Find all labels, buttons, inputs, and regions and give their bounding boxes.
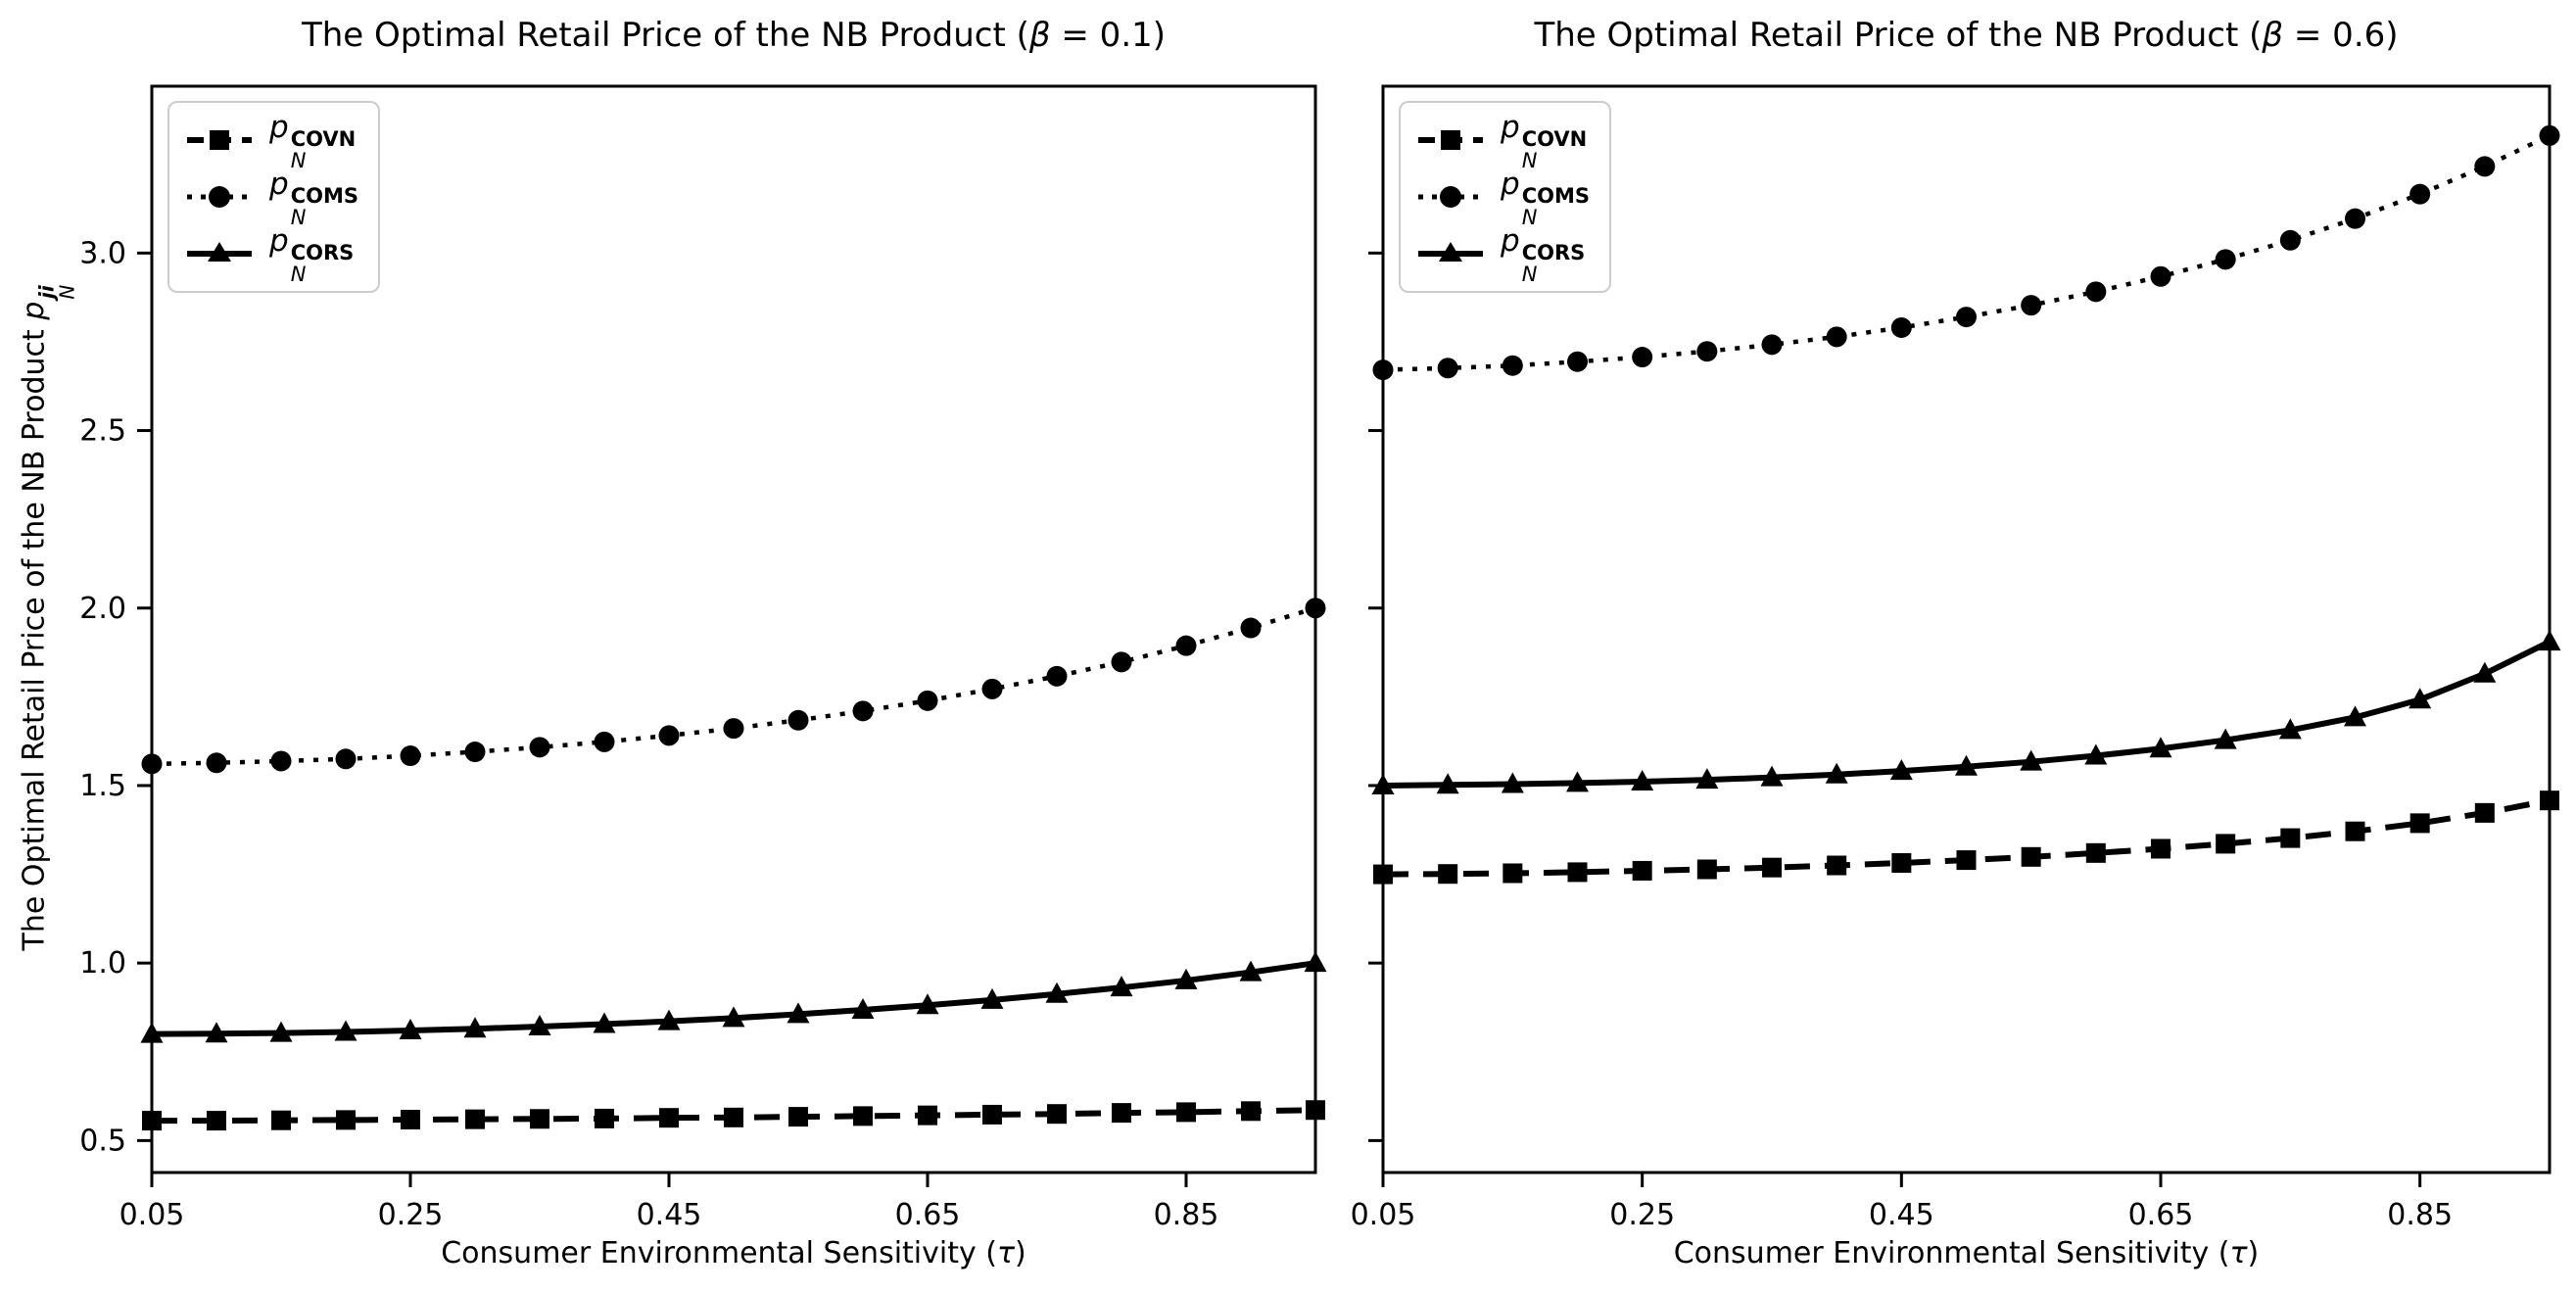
svg-text:2.5: 2.5	[79, 414, 126, 449]
legend-sup-coms: COMS	[1521, 183, 1590, 208]
legend-sup-covn: COVN	[290, 126, 357, 151]
svg-text:0.45: 0.45	[1869, 1198, 1934, 1232]
svg-text:0.25: 0.25	[1609, 1198, 1675, 1232]
right-chart-legend: p COVN N p COMS N p CORS N	[1399, 101, 1611, 293]
left-chart-title: The Optimal Retail Price of the NB Produ…	[152, 16, 1315, 55]
legend-var: p	[269, 109, 289, 145]
right-chart-x-axis-label: Consumer Environmental Sensitivity (τ)	[1383, 1236, 2550, 1270]
legend-sub: N	[1521, 148, 1538, 172]
svg-text:1.5: 1.5	[79, 769, 126, 803]
legend-label-coms: p COMS N	[1501, 167, 1590, 228]
legend-label-covn: p COVN N	[269, 110, 356, 171]
dashed-square-line-icon	[187, 130, 252, 150]
dotted-circle-line-icon	[1418, 186, 1483, 208]
svg-text:0.65: 0.65	[2128, 1198, 2194, 1232]
svg-text:0.05: 0.05	[1351, 1198, 1416, 1232]
dashed-square-line-icon	[1418, 130, 1483, 150]
svg-text:0.85: 0.85	[1154, 1198, 1219, 1232]
legend-var: p	[269, 166, 289, 202]
y-axis-label: The Optimal Retail Price of the NB Produ…	[18, 285, 79, 951]
tau-symbol: τ	[2229, 1236, 2248, 1270]
right-chart-title-pre: The Optimal Retail Price of the NB Produ…	[1534, 16, 2263, 55]
svg-text:0.5: 0.5	[79, 1124, 126, 1158]
legend-label-coms: p COMS N	[269, 167, 358, 228]
legend-sub: N	[1521, 262, 1538, 286]
legend-entry-cors: p CORS N	[1416, 223, 1590, 284]
left-chart-title-pre: The Optimal Retail Price of the NB Produ…	[301, 16, 1029, 55]
legend-label-cors: p CORS N	[1501, 223, 1585, 285]
svg-text:1.0: 1.0	[79, 946, 126, 981]
svg-text:0.25: 0.25	[378, 1198, 444, 1232]
legend-sub: N	[290, 205, 307, 229]
legend-entry-coms: p COMS N	[1416, 167, 1590, 227]
legend-var: p	[1501, 166, 1520, 202]
y-axis-label-var: p	[17, 301, 52, 320]
svg-text:0.05: 0.05	[119, 1198, 185, 1232]
beta-symbol: β	[2262, 16, 2284, 55]
legend-sub: N	[290, 262, 307, 286]
legend-label-covn: p COVN N	[1501, 110, 1587, 171]
legend-entry-covn: p COVN N	[185, 110, 358, 171]
x-axis-label-close: )	[1015, 1236, 1026, 1270]
left-chart-legend: p COVN N p COMS N p CORS N	[167, 101, 380, 293]
x-axis-label-close: )	[2247, 1236, 2260, 1270]
legend-entry-cors: p CORS N	[185, 223, 358, 284]
right-chart-title: The Optimal Retail Price of the NB Produ…	[1383, 16, 2550, 55]
legend-sup-cors: CORS	[1521, 240, 1586, 264]
legend-sup-covn: COVN	[1521, 126, 1588, 151]
left-chart-title-post: = 0.1)	[1050, 16, 1167, 55]
legend-entry-coms: p COMS N	[185, 167, 358, 227]
x-axis-label-text: Consumer Environmental Sensitivity (	[1673, 1236, 2230, 1270]
legend-var: p	[1501, 109, 1520, 145]
right-chart-title-post: = 0.6)	[2283, 16, 2399, 55]
legend-sub: N	[290, 148, 307, 172]
legend-sub: N	[1521, 205, 1538, 229]
x-axis-label-text: Consumer Environmental Sensitivity (	[441, 1236, 997, 1270]
y-axis-label-sub: N	[55, 284, 79, 300]
legend-sup-coms: COMS	[290, 183, 358, 208]
beta-symbol: β	[1028, 16, 1051, 55]
svg-text:0.85: 0.85	[2387, 1198, 2453, 1232]
left-chart-plot-area: 0.5 1.0 1.5 2.0 2.5 3.0 0.05 0.25 0.45 0.65 0.85	[79, 84, 1327, 1232]
svg-text:2.0: 2.0	[79, 592, 126, 626]
tau-symbol: τ	[996, 1236, 1016, 1270]
y-axis-label-sup: ji	[34, 285, 59, 299]
solid-triangle-line-icon	[187, 242, 252, 262]
svg-text:3.0: 3.0	[79, 236, 126, 270]
right-chart-plot-area: 0.05 0.25 0.45 0.65 0.85	[1351, 84, 2561, 1232]
svg-text:0.65: 0.65	[895, 1198, 961, 1232]
legend-sup-cors: CORS	[290, 240, 355, 264]
left-chart-x-axis-label: Consumer Environmental Sensitivity (τ)	[152, 1236, 1315, 1270]
legend-var: p	[269, 222, 289, 259]
legend-entry-covn: p COVN N	[1416, 110, 1590, 171]
svg-text:0.45: 0.45	[637, 1198, 702, 1232]
y-axis-label-text: The Optimal Retail Price of the NB Produ…	[17, 319, 52, 951]
legend-var: p	[1501, 222, 1520, 259]
solid-triangle-line-icon	[1418, 242, 1483, 262]
legend-label-cors: p CORS N	[269, 223, 354, 285]
dotted-circle-line-icon	[187, 186, 252, 208]
